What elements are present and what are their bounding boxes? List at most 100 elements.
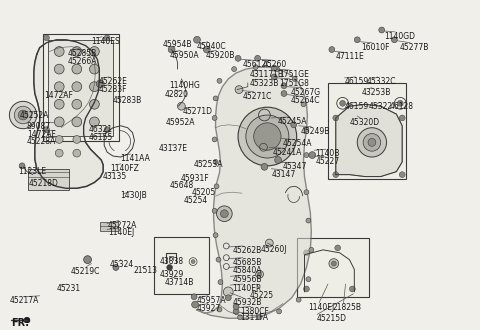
Circle shape <box>89 82 99 91</box>
Text: 21825B: 21825B <box>333 303 362 312</box>
Circle shape <box>54 47 64 56</box>
Circle shape <box>306 218 311 223</box>
Circle shape <box>191 260 195 264</box>
Text: 45254A: 45254A <box>283 140 312 148</box>
Circle shape <box>329 259 339 268</box>
Text: 89087: 89087 <box>27 122 51 131</box>
Text: 1751GE: 1751GE <box>279 70 309 79</box>
Text: 45266A: 45266A <box>68 57 97 66</box>
Circle shape <box>304 190 309 195</box>
Text: 45954B: 45954B <box>163 40 192 49</box>
Text: 45920B: 45920B <box>206 50 235 59</box>
Text: 45219C: 45219C <box>71 267 100 277</box>
Polygon shape <box>34 40 103 188</box>
Circle shape <box>19 163 25 169</box>
Text: 45685B: 45685B <box>232 258 262 267</box>
Circle shape <box>168 46 175 53</box>
Circle shape <box>255 55 261 61</box>
Text: 1380CF: 1380CF <box>240 307 269 315</box>
Text: 45932B: 45932B <box>232 298 262 307</box>
Circle shape <box>18 110 28 120</box>
Text: 45264C: 45264C <box>291 96 320 106</box>
Circle shape <box>223 287 233 297</box>
Text: 1140EJ: 1140EJ <box>108 228 134 237</box>
Text: 45262E: 45262E <box>98 77 127 86</box>
Circle shape <box>89 117 99 127</box>
Circle shape <box>213 233 218 238</box>
Circle shape <box>72 64 82 74</box>
Text: 1140EJ: 1140EJ <box>309 303 335 312</box>
Circle shape <box>306 277 311 281</box>
Circle shape <box>333 115 339 121</box>
Text: 45332C: 45332C <box>367 77 396 86</box>
Circle shape <box>271 65 277 71</box>
Circle shape <box>54 117 64 127</box>
Text: 45227: 45227 <box>315 157 339 166</box>
Circle shape <box>204 46 210 53</box>
Circle shape <box>213 96 218 101</box>
Circle shape <box>304 127 309 132</box>
Circle shape <box>271 74 277 80</box>
Circle shape <box>399 172 405 178</box>
Text: 42820: 42820 <box>165 90 189 99</box>
Circle shape <box>335 245 341 251</box>
Circle shape <box>218 280 223 284</box>
Text: 45285B: 45285B <box>68 49 97 57</box>
Text: 45249B: 45249B <box>300 127 330 136</box>
Circle shape <box>54 82 64 91</box>
Circle shape <box>254 123 281 150</box>
Text: 43929: 43929 <box>160 270 184 280</box>
Text: 45254: 45254 <box>183 196 207 205</box>
Circle shape <box>363 134 381 151</box>
Circle shape <box>167 265 173 270</box>
Text: 45262B: 45262B <box>232 246 262 255</box>
Text: 45956B: 45956B <box>232 275 262 284</box>
Text: 45323B: 45323B <box>250 79 279 88</box>
Text: 43927: 43927 <box>197 304 221 313</box>
Text: 43135: 43135 <box>102 172 126 181</box>
Circle shape <box>73 136 81 143</box>
Circle shape <box>281 91 287 96</box>
Text: 43838: 43838 <box>160 257 184 266</box>
Circle shape <box>392 37 397 43</box>
Text: 45950A: 45950A <box>169 50 199 59</box>
Text: 21513: 21513 <box>133 267 157 276</box>
Circle shape <box>238 315 242 320</box>
Text: 45241A: 45241A <box>272 148 301 157</box>
Text: 45215D: 45215D <box>316 314 346 323</box>
Text: 45940C: 45940C <box>197 42 227 51</box>
Text: 45205: 45205 <box>191 188 216 197</box>
Circle shape <box>89 47 99 56</box>
Text: 45324: 45324 <box>110 260 134 269</box>
Text: 45260: 45260 <box>263 60 287 69</box>
Text: 1140HG: 1140HG <box>169 81 201 90</box>
Text: 1430JB: 1430JB <box>120 191 146 200</box>
Text: 46155: 46155 <box>88 133 113 142</box>
Bar <box>100 221 118 231</box>
Text: 46321: 46321 <box>88 125 113 134</box>
Text: 45272A: 45272A <box>108 220 137 230</box>
Circle shape <box>104 127 110 133</box>
Text: 45277B: 45277B <box>399 43 429 52</box>
Circle shape <box>275 156 282 163</box>
Text: 1140FZ: 1140FZ <box>110 164 139 173</box>
Circle shape <box>217 79 222 83</box>
Circle shape <box>212 115 217 120</box>
Circle shape <box>246 115 289 158</box>
Ellipse shape <box>53 101 81 129</box>
Circle shape <box>291 122 297 128</box>
Circle shape <box>275 67 279 72</box>
Circle shape <box>44 35 49 41</box>
Text: 1140GD: 1140GD <box>384 32 416 41</box>
Text: 45322: 45322 <box>369 102 393 111</box>
Text: 1311FA: 1311FA <box>240 314 268 322</box>
Text: 45648: 45648 <box>169 182 194 190</box>
Text: 45252A: 45252A <box>19 111 48 120</box>
Text: 1140EP: 1140EP <box>232 284 261 293</box>
Circle shape <box>191 294 197 300</box>
Circle shape <box>309 152 316 158</box>
Circle shape <box>257 315 262 320</box>
Circle shape <box>212 208 217 213</box>
Circle shape <box>72 82 82 91</box>
Circle shape <box>192 301 198 308</box>
